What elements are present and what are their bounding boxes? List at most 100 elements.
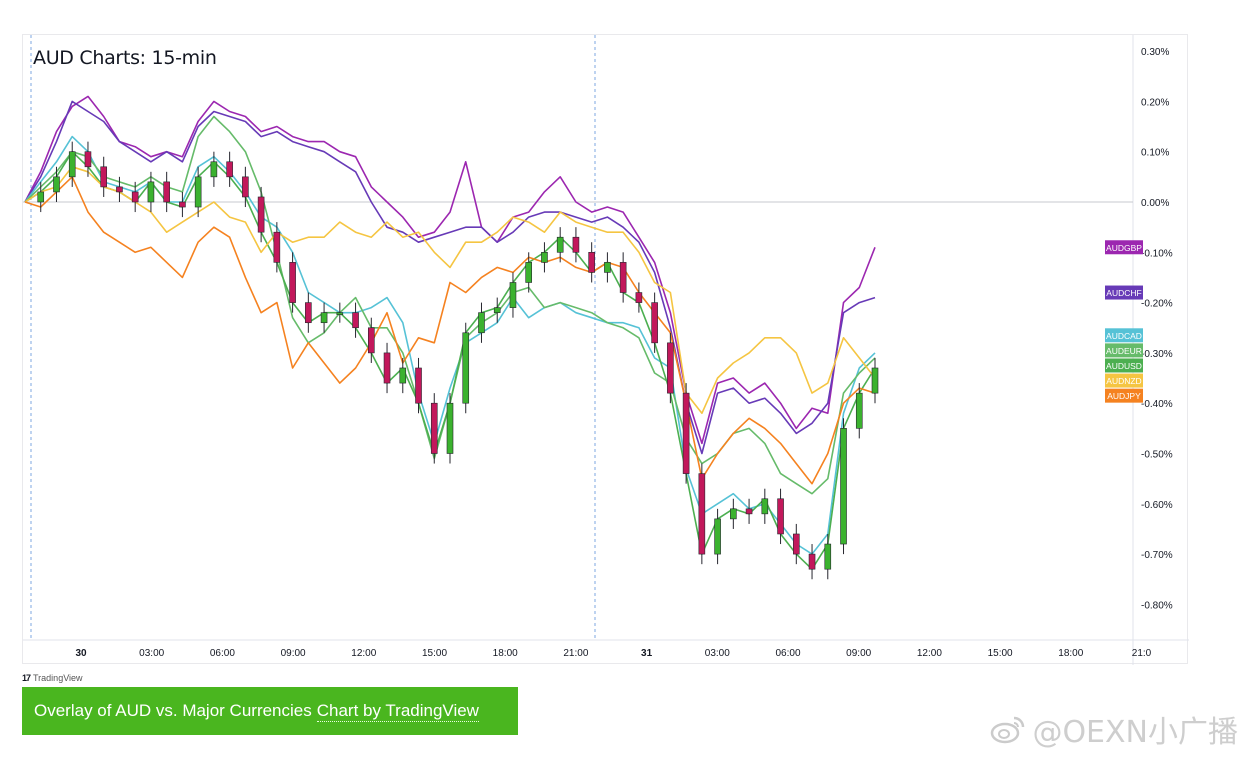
candle-body [556, 236, 564, 253]
series-label-audusd: AUDUSD [1106, 361, 1142, 371]
x-tick-label: 03:00 [139, 648, 164, 659]
y-tick-label: -0.80% [1141, 600, 1173, 611]
candle-body [68, 151, 76, 178]
candle-body [604, 262, 611, 273]
chart-title: AUD Charts: 15-min [33, 47, 217, 69]
candle-body [257, 196, 265, 233]
x-tick-label: 18:00 [1058, 648, 1083, 659]
weibo-icon [991, 716, 1025, 744]
candle-body [446, 402, 454, 454]
candle-body [619, 262, 627, 293]
y-tick-label: -0.10% [1141, 248, 1173, 259]
candle-body [305, 302, 312, 324]
y-tick-label: -0.50% [1141, 450, 1173, 461]
x-tick-label: 30 [75, 648, 87, 659]
candle-body [383, 352, 391, 384]
candle-body [273, 231, 281, 263]
candle-body [289, 262, 296, 303]
candle-body [761, 498, 769, 515]
candle-body [541, 252, 548, 263]
series-line-audchf [24, 100, 876, 455]
candle-body [651, 302, 658, 344]
candle-body [320, 312, 328, 324]
x-tick-label: 18:00 [493, 648, 518, 659]
y-tick-label: 0.10% [1141, 148, 1169, 159]
candle-body [116, 186, 123, 193]
y-tick-label: -0.30% [1141, 349, 1173, 360]
series-label-bg-audgbp [1105, 240, 1143, 255]
candle-body [808, 553, 816, 570]
tradingview-mark-icon: 17 [22, 673, 31, 683]
candle-body [525, 262, 533, 283]
candle-body [37, 191, 45, 203]
x-tick-label: 12:00 [917, 648, 942, 659]
candle-body [415, 367, 422, 404]
y-tick-label: -0.70% [1141, 550, 1173, 561]
tradingview-logo-text: TradingView [33, 673, 83, 683]
candle-body [131, 191, 139, 203]
candle-body [493, 307, 501, 313]
candle-body [745, 508, 753, 515]
series-line-audjpy [24, 176, 876, 485]
tradingview-logo[interactable]: 17 TradingView [22, 673, 83, 683]
y-tick-label: -0.40% [1141, 399, 1173, 410]
candle-body [698, 473, 706, 555]
series-label-audjpy: AUDJPY [1107, 391, 1141, 401]
series-line-audgbp [24, 95, 876, 445]
watermark: @OEXN小广播 [990, 707, 1238, 751]
candle-body [399, 367, 407, 384]
series-label-audchf: AUDCHF [1106, 288, 1141, 298]
x-tick-label: 31 [641, 648, 653, 659]
candle-body [730, 508, 737, 520]
candle-body [635, 292, 643, 303]
series-label-bg-audeur [1105, 343, 1143, 358]
watermark-text: @OEXN小广播 [1032, 715, 1238, 750]
candle-body [840, 428, 847, 545]
candle-body [179, 201, 186, 208]
candle-body [84, 151, 92, 168]
candle-body [194, 176, 202, 208]
candle-body [242, 176, 249, 198]
candle-body [336, 312, 344, 315]
chart-frame: 0.30% 0.20% 0.10% 0.00% -0.10% -0.20% -0.30% -0… [22, 34, 1189, 665]
candle-body [855, 392, 863, 429]
candle-body [682, 392, 690, 474]
candle-body [367, 327, 375, 354]
series-label-audcad: AUDCAD [1106, 331, 1142, 341]
series-label-audeur: AUDEUR [1106, 346, 1142, 356]
x-tick-label: 06:00 [210, 648, 235, 659]
series-label-audnzd: AUDNZD [1106, 376, 1141, 386]
x-tick-label: 03:00 [705, 648, 730, 659]
x-tick-label: 06:00 [775, 648, 800, 659]
candle-body [777, 498, 784, 535]
x-tick-label: 15:00 [422, 648, 447, 659]
series-label-bg-audchf [1105, 285, 1143, 300]
series-label-bg-audjpy [1105, 388, 1143, 403]
candle-body [163, 181, 170, 203]
candle-body [53, 176, 60, 193]
candle-body [714, 518, 721, 555]
y-tick-label: 0.20% [1141, 97, 1169, 108]
y-tick-label: 0.00% [1141, 198, 1169, 209]
candle-body [100, 166, 108, 188]
candle-body [147, 181, 155, 203]
candle-body [871, 367, 879, 394]
candle-body [210, 161, 218, 178]
series-label-audgbp: AUDGBP [1106, 243, 1142, 253]
candle-body [667, 342, 674, 394]
x-tick-label: 21:00 [563, 648, 588, 659]
candle-body [226, 161, 233, 178]
x-tick-label: 15:00 [988, 648, 1013, 659]
chart-canvas: 0.30% 0.20% 0.10% 0.00% -0.10% -0.20% -0.30% -0… [23, 35, 1189, 665]
candle-body [462, 332, 470, 404]
x-tick-label: 09:00 [281, 648, 306, 659]
caption-link[interactable]: Chart by TradingView [316, 700, 479, 722]
series-label-bg-audnzd [1105, 373, 1143, 388]
series-line-audnzd [24, 166, 876, 415]
y-tick-label: -0.60% [1141, 500, 1173, 511]
candle-body [352, 312, 359, 329]
y-tick-label: -0.20% [1141, 299, 1173, 310]
caption-bar: Overlay of AUD vs. Major Currencies Char… [22, 687, 518, 735]
x-tick-label: 09:00 [846, 648, 871, 659]
candle-body [572, 236, 580, 253]
